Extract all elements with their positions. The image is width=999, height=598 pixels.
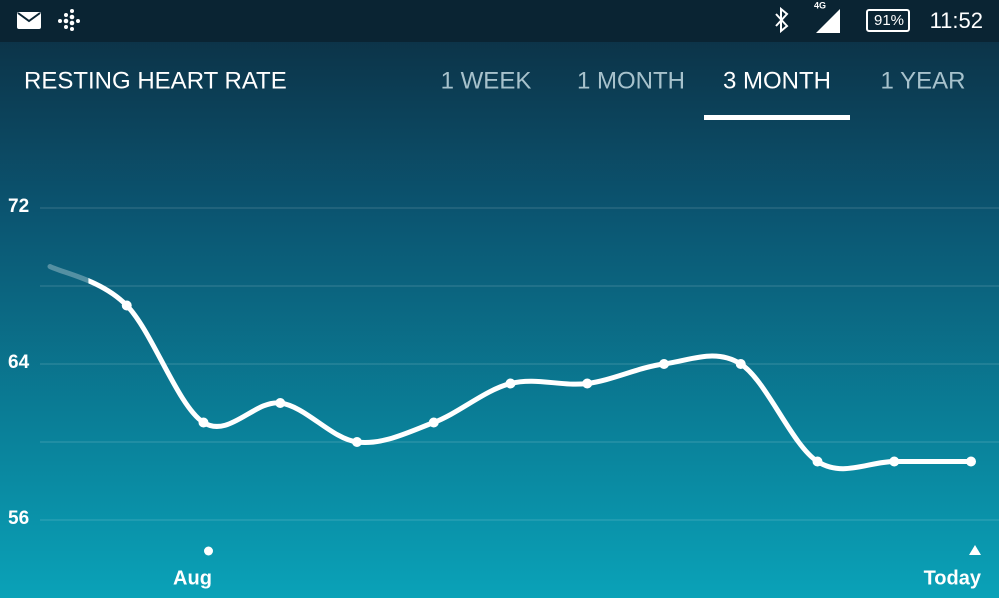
data-point <box>121 300 132 311</box>
x-tick-label: Today <box>924 567 982 589</box>
screen-title: RESTING HEART RATE <box>24 67 287 94</box>
y-tick-label: 72 <box>8 196 29 217</box>
data-point <box>889 456 900 467</box>
data-point <box>352 437 362 447</box>
bluetooth-icon <box>775 6 789 34</box>
clock: 11:52 <box>930 8 983 33</box>
data-point <box>428 417 439 428</box>
data-point <box>505 378 516 389</box>
y-tick-label: 56 <box>8 508 29 529</box>
data-point <box>198 417 209 428</box>
battery-icon <box>866 9 910 32</box>
x-tick-label: Aug <box>173 567 212 589</box>
y-tick-label: 64 <box>8 352 30 373</box>
data-point <box>659 359 669 369</box>
signal-icon <box>816 9 840 33</box>
fitbit-icon <box>58 9 80 31</box>
tab[interactable]: 1 WEEK <box>441 67 532 94</box>
data-point <box>582 378 593 389</box>
data-point <box>735 359 746 369</box>
mail-icon <box>17 12 41 29</box>
today-marker <box>969 545 981 555</box>
tab[interactable]: 1 MONTH <box>577 67 685 94</box>
data-point <box>812 456 823 467</box>
battery-level: 91% <box>874 12 904 29</box>
data-point <box>275 398 286 408</box>
tab[interactable]: 1 YEAR <box>881 67 966 94</box>
tab[interactable]: 3 MONTH <box>723 67 831 94</box>
x-marker <box>204 546 213 556</box>
data-point <box>966 456 976 467</box>
network-label: 4G <box>814 0 826 10</box>
status-bar <box>0 0 999 42</box>
tab-indicator <box>704 115 850 120</box>
